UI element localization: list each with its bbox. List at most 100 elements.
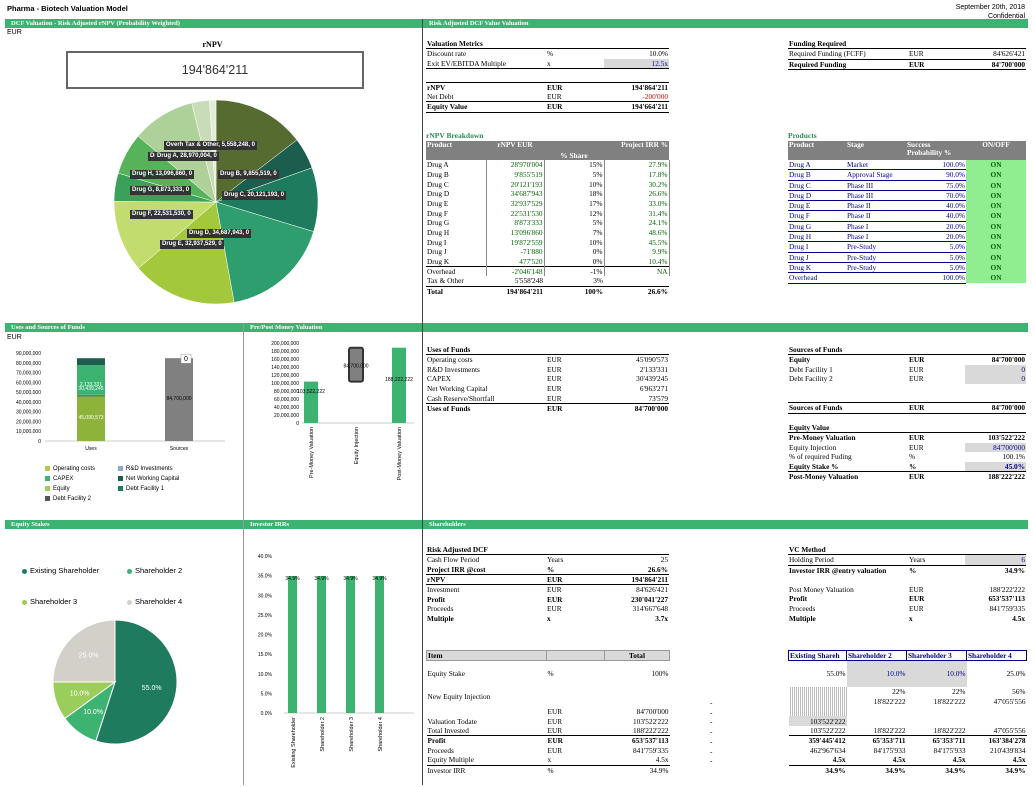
y-tick-label: 0 bbox=[296, 421, 299, 427]
on-off-toggle[interactable]: ON bbox=[966, 252, 1026, 263]
legend-label: Existing Shareholder bbox=[30, 566, 100, 575]
x-tick-label: Equity Injection bbox=[354, 427, 360, 464]
table-row: Drug H 13'096'860 7% 48.6% bbox=[427, 227, 670, 238]
y-tick-label: 20,000,000 bbox=[16, 419, 41, 425]
on-off-toggle[interactable]: ON bbox=[966, 160, 1026, 170]
legend-swatch bbox=[22, 599, 27, 605]
pie-slice bbox=[209, 99, 217, 203]
x-tick-label: Shareholder 2 bbox=[320, 717, 326, 752]
y-tick-label: 160,000,000 bbox=[271, 357, 299, 363]
report-title: Pharma - Biotech Valuation Model bbox=[7, 4, 128, 13]
table-row: Drug E 32'937'529 17% 33.0% bbox=[427, 198, 670, 209]
stake-input-sh3[interactable]: 10.0% bbox=[906, 660, 967, 687]
on-off-toggle[interactable]: ON bbox=[966, 221, 1026, 232]
uses-bar-segment bbox=[77, 396, 105, 441]
legend-swatch bbox=[127, 568, 132, 574]
section-bar-dcf: DCF Valuation - Risk Adjusted rNPV (Prob… bbox=[5, 19, 422, 28]
legend-label: Debt Facility 1 bbox=[126, 486, 165, 493]
uses-bar-segment bbox=[77, 394, 105, 397]
bar-data-label: 34.9% bbox=[372, 576, 387, 582]
uses-bar-segment bbox=[77, 365, 105, 395]
legend-swatch bbox=[45, 476, 50, 481]
x-tick-label: Pre-Money Valuation bbox=[309, 427, 315, 478]
bar-data-label: 84,700,000 bbox=[166, 396, 191, 402]
table-row: Drug G Phase I 20.0% ON bbox=[788, 221, 1026, 233]
uses-currency: EUR bbox=[7, 334, 22, 341]
legend-label: CAPEX bbox=[53, 476, 74, 483]
legend-swatch bbox=[22, 568, 27, 574]
legend-swatch bbox=[45, 486, 50, 491]
y-tick-label: 100,000,000 bbox=[271, 381, 299, 387]
y-tick-label: 50,000,000 bbox=[16, 390, 41, 396]
equity-injection-input[interactable]: 84'700'000 bbox=[965, 442, 1026, 453]
table-row: Operating costs EUR 45'090'573 bbox=[427, 355, 668, 365]
on-off-toggle[interactable]: ON bbox=[966, 190, 1026, 201]
uses-bar-segment bbox=[77, 358, 105, 366]
stake-input-sh2[interactable]: 10.0% bbox=[846, 660, 907, 687]
debt-facility-2-input[interactable]: 0 bbox=[965, 374, 1026, 384]
exit-multiple-input[interactable]: 12.5x bbox=[604, 58, 669, 69]
x-tick-label: Shareholder 4 bbox=[378, 717, 384, 752]
pie-slice bbox=[138, 201, 235, 305]
breakdown-title: rNPV Breakdown bbox=[426, 131, 484, 140]
on-off-toggle[interactable]: ON bbox=[966, 231, 1026, 242]
legend-label: Operating costs bbox=[53, 466, 96, 473]
products-title: Products bbox=[788, 131, 817, 140]
pie-slice bbox=[95, 619, 178, 745]
y-tick-label: 40.0% bbox=[258, 554, 273, 560]
bar-data-label: 30,439,245 bbox=[78, 386, 103, 392]
y-tick-label: 40,000,000 bbox=[16, 400, 41, 406]
table-row: Drug A 28'970'004 15% 27.9% bbox=[427, 160, 670, 170]
irr-bar bbox=[346, 576, 355, 713]
pre-money-bar bbox=[304, 381, 318, 423]
on-off-toggle[interactable]: ON bbox=[966, 272, 1026, 284]
y-tick-label: 60,000,000 bbox=[16, 380, 41, 386]
bar-data-label: 188,222,222 bbox=[385, 377, 413, 383]
valuation-metrics-table: Valuation Metrics Discount rate% 10.0% Ex… bbox=[426, 39, 669, 113]
legend-item: Shareholder 3 bbox=[22, 597, 77, 606]
on-off-toggle[interactable]: ON bbox=[966, 180, 1026, 191]
on-off-toggle[interactable]: ON bbox=[966, 241, 1026, 253]
bar-data-label: 34.9% bbox=[343, 576, 358, 582]
equity-stake-input[interactable]: 45.0% bbox=[965, 461, 1026, 472]
holding-period-input[interactable]: 6 bbox=[965, 554, 1026, 566]
y-tick-label: 10,000,000 bbox=[16, 429, 41, 435]
pie-data-label: 25.0% bbox=[79, 653, 99, 660]
on-off-toggle[interactable]: ON bbox=[966, 210, 1026, 222]
legend-item: Shareholder 4 bbox=[127, 597, 182, 606]
y-tick-label: 15.0% bbox=[258, 652, 273, 658]
table-row: Overhead -2'046'148 -1% NA bbox=[426, 266, 670, 277]
funding-required-table: Funding Required Required Funding (FCFF)… bbox=[788, 39, 1026, 70]
y-tick-label: 200,000,000 bbox=[271, 341, 299, 347]
table-title: Valuation Metrics bbox=[427, 39, 483, 48]
legend-label: Net Working Capital bbox=[126, 476, 180, 483]
legend-swatch bbox=[118, 466, 123, 471]
legend-swatch bbox=[45, 496, 50, 501]
pie-label: Drug F, 22,531,530, 0 bbox=[130, 210, 193, 219]
on-off-toggle[interactable]: ON bbox=[966, 200, 1026, 211]
prepost-chart: 200,000,000 180,000,000 160,000,000 140,000… bbox=[271, 341, 414, 480]
on-off-toggle[interactable]: ON bbox=[966, 262, 1026, 273]
y-tick-label: 80,000,000 bbox=[274, 389, 299, 395]
irr-bar bbox=[317, 576, 326, 713]
y-tick-label: 60,000,000 bbox=[274, 397, 299, 403]
y-tick-label: 180,000,000 bbox=[271, 349, 299, 355]
on-off-toggle[interactable]: ON bbox=[966, 169, 1026, 181]
vc-method-table: VC Method Holding Period Years 6 Investor … bbox=[788, 545, 1026, 623]
y-tick-label: 25.0% bbox=[258, 613, 273, 619]
table-title: Funding Required bbox=[789, 39, 847, 48]
table-row: R&D Investments EUR 2'133'331 bbox=[427, 364, 668, 374]
legend-swatch bbox=[118, 476, 123, 481]
table-row: Drug F 22'531'530 12% 31.4% bbox=[427, 208, 670, 219]
debt-facility-1-input[interactable]: 0 bbox=[965, 364, 1026, 375]
table-row: Drug J -71'880 0% 9.9% bbox=[427, 247, 670, 257]
y-tick-label: 0 bbox=[38, 439, 41, 445]
legend-item: Debt Facility 1 bbox=[118, 486, 164, 492]
table-row: Cash Reserve/Shortfall EUR 73'579 bbox=[427, 393, 668, 403]
y-tick-label: 30,000,000 bbox=[16, 410, 41, 416]
table-row: Drug A Market 100.0% ON bbox=[788, 160, 1026, 171]
section-bar-risk-value: Risk Adjusted DCF Value Valuation bbox=[423, 19, 1028, 28]
legend-label: Shareholder 2 bbox=[135, 566, 183, 575]
table-row: Drug C 20'121'193 10% 30.2% bbox=[427, 179, 670, 190]
pie-data-label: 55.0% bbox=[142, 685, 162, 692]
